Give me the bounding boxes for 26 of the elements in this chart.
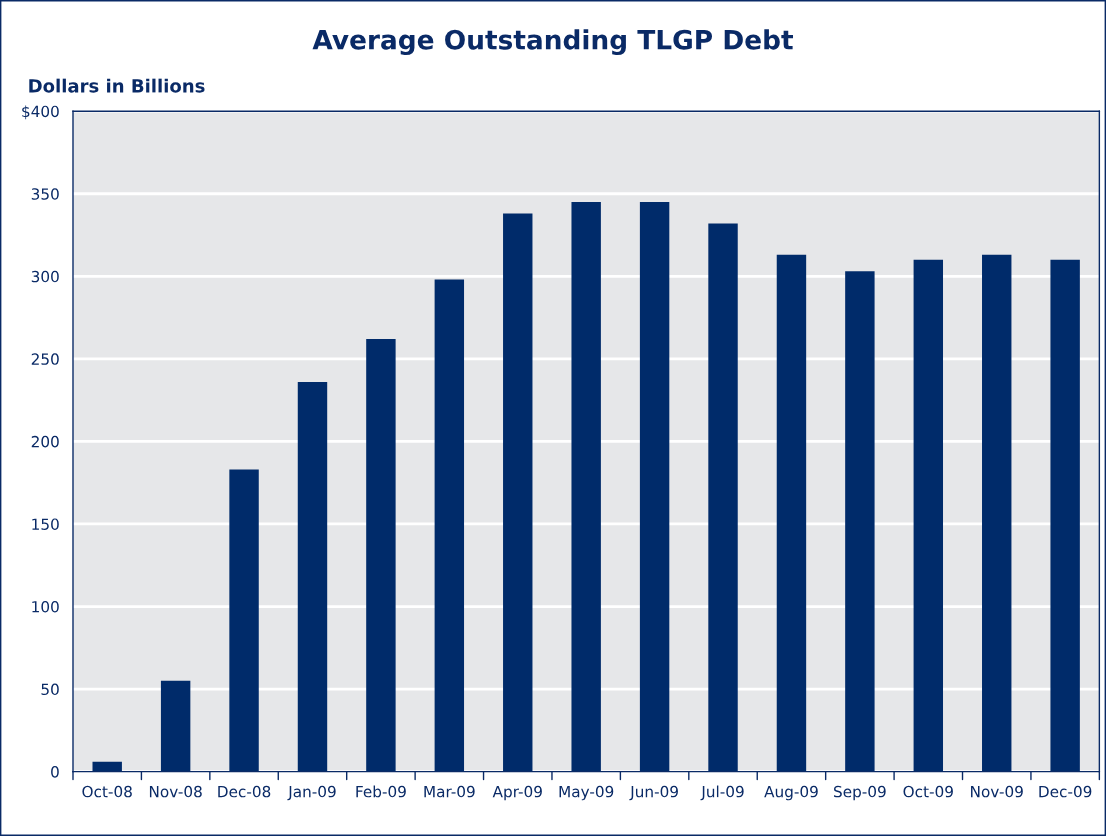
y-tick-label: 300 xyxy=(31,270,59,283)
x-tick-label: Aug-09 xyxy=(764,785,818,801)
x-tick-label: Sep-09 xyxy=(834,785,886,801)
chart-title: Average Outstanding TLGP Debt xyxy=(312,29,794,56)
x-tick-label: Oct-09 xyxy=(903,785,953,798)
x-tick-label: Dec-09 xyxy=(1039,785,1092,798)
x-tick-label: Jul-09 xyxy=(700,785,744,801)
y-tick-label: 150 xyxy=(32,518,59,530)
x-tick-label: Feb-09 xyxy=(356,785,406,798)
y-tick-label: $400 xyxy=(22,105,59,120)
x-tick-label: Oct-08 xyxy=(82,785,132,798)
y-tick-label: 0 xyxy=(51,766,59,778)
x-tick-label: Jan-09 xyxy=(287,785,336,801)
y-tick-label: 350 xyxy=(31,188,59,200)
x-tick-label: Jun-09 xyxy=(629,785,678,801)
x-tick-label: Apr-09 xyxy=(492,785,542,801)
y-tick-label: 100 xyxy=(32,600,59,613)
x-tick-label: Dec-08 xyxy=(218,785,271,798)
x-tick-label: Nov-09 xyxy=(971,785,1023,798)
x-tick-label: Mar-09 xyxy=(424,785,475,798)
x-tick-label: May-09 xyxy=(559,785,614,801)
y-tick-label: 250 xyxy=(31,353,59,365)
y-tick-label: 50 xyxy=(41,683,59,696)
y-axis-title: Dollars in Billions xyxy=(29,78,205,93)
x-tick-label: Nov-08 xyxy=(149,785,202,798)
y-tick-label: 200 xyxy=(31,435,59,448)
